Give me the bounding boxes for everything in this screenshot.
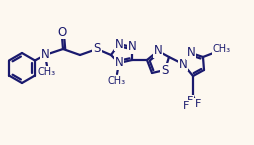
Text: N: N xyxy=(114,38,123,50)
Text: O: O xyxy=(57,26,66,39)
Text: F: F xyxy=(194,99,200,109)
Text: CH₃: CH₃ xyxy=(107,76,125,86)
Text: F: F xyxy=(182,101,188,111)
Text: S: S xyxy=(93,42,100,56)
Text: N: N xyxy=(178,58,187,70)
Text: S: S xyxy=(161,64,168,77)
Text: N: N xyxy=(40,48,49,61)
Text: N: N xyxy=(114,57,123,69)
Text: N: N xyxy=(153,45,162,58)
Text: CH₃: CH₃ xyxy=(38,67,56,77)
Text: N: N xyxy=(127,40,136,54)
Text: N: N xyxy=(186,47,195,59)
Text: F: F xyxy=(186,96,193,106)
Text: CH₃: CH₃ xyxy=(212,44,230,54)
